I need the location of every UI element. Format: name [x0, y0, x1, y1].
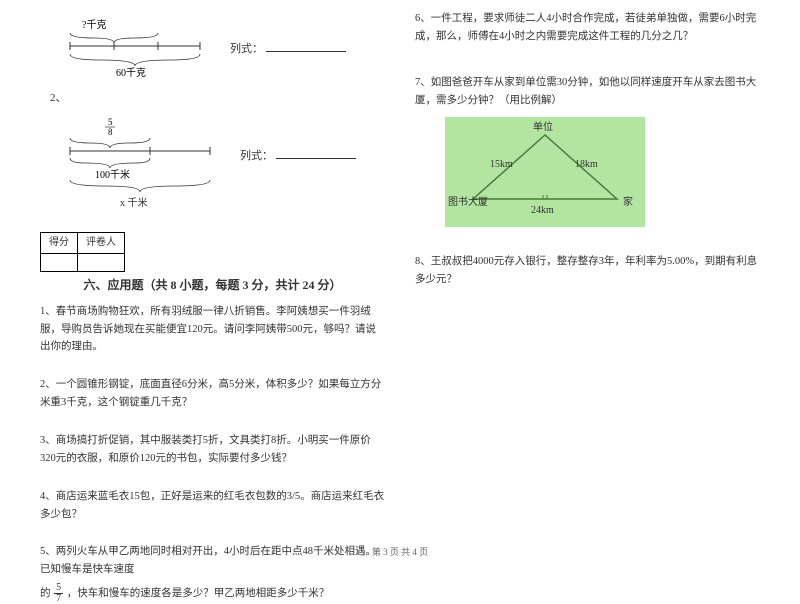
- d2-mid-label: 100千米: [95, 168, 130, 181]
- left-column: ?千克 60千克 列式： 2、: [40, 10, 385, 535]
- d2-index: 2、: [50, 90, 385, 108]
- tri-right: 家: [623, 195, 633, 211]
- score-table: 得分 评卷人: [40, 232, 125, 272]
- right-column: 6、一件工程，要求师徒二人4小时合作完成，若徒弟单独做，需要6小时完成，那么，师…: [415, 10, 760, 535]
- d1-bottom-label: 60千克: [116, 67, 146, 78]
- d2-formula: 列式：: [240, 145, 356, 166]
- question-1: 1、春节商场购物狂欢，所有羽绒服一律八折销售。李阿姨想买一件羽绒服，导购员告诉她…: [40, 303, 385, 357]
- score-blank1: [41, 253, 78, 271]
- d2-bottom-label: x 千米: [120, 196, 385, 212]
- question-3: 3、商场搞打折促销，其中服装类打5折，文具类打8折。小明买一件原价320元的衣服…: [40, 432, 385, 468]
- tri-side-right: 18km: [575, 157, 598, 173]
- q5-frac-d: 7: [54, 594, 63, 604]
- q5-fraction: 5 7: [54, 583, 63, 604]
- tri-top: 单位: [533, 120, 553, 136]
- q5-prefix: 的: [40, 588, 51, 599]
- diagram-1: ?千克 60千克 列式：: [60, 18, 385, 78]
- score-blank2: [78, 253, 125, 271]
- tri-side-left: 15km: [490, 157, 513, 173]
- question-8: 8、王叔叔把4000元存入银行，整存整存3年，年利率为5.00%，到期有利息多少…: [415, 253, 760, 289]
- score-col2: 评卷人: [78, 232, 125, 253]
- question-4: 4、商店运来蓝毛衣15包，正好是运来的红毛衣包数的3/5。商店运来红毛衣多少包？: [40, 488, 385, 524]
- d2-frac-n: 5: [108, 117, 113, 127]
- page-footer: 第 3 页 共 4 页: [0, 545, 800, 559]
- d1-formula: 列式：: [230, 38, 346, 59]
- d2-formula-blank: [276, 145, 356, 159]
- d1-top-label: ?千克: [82, 19, 106, 31]
- section6-title: 六、应用题（共 8 小题，每题 3 分，共计 24 分）: [40, 276, 385, 295]
- bracket-diagram-2: 5 8 100千米: [60, 116, 220, 196]
- triangle-diagram: 单位 图书大厦 家 15km 18km 24km: [445, 117, 645, 227]
- d2-frac-d: 8: [108, 127, 113, 137]
- score-col1: 得分: [41, 232, 78, 253]
- question-2: 2、一个圆锥形钢锭，底面直径6分米，高5分米，体积多少？如果每立方分米重3千克，…: [40, 376, 385, 412]
- d2-formula-prefix: 列式：: [240, 150, 273, 162]
- bracket-diagram-1: ?千克 60千克: [60, 18, 210, 78]
- q5-part-c: ，快车和慢车的速度各是多少？甲乙两地相距多少千米？: [67, 588, 330, 599]
- question-6: 6、一件工程，要求师徒二人4小时合作完成，若徒弟单独做，需要6小时完成，那么，师…: [415, 10, 760, 46]
- question-7: 7、如图爸爸开车从家到单位需30分钟，如他以同样速度开车从家去图书大厦，需多少分…: [415, 74, 760, 110]
- question-5b: 的 5 7 ，快车和慢车的速度各是多少？甲乙两地相距多少千米？: [40, 583, 385, 604]
- diagram-2: 5 8 100千米 列式： x 千米: [60, 116, 385, 212]
- q5-frac-n: 5: [54, 583, 63, 594]
- d1-formula-blank: [266, 38, 346, 52]
- tri-left: 图书大厦: [448, 195, 488, 211]
- d1-formula-prefix: 列式：: [230, 43, 263, 55]
- tri-side-bottom: 24km: [531, 203, 554, 219]
